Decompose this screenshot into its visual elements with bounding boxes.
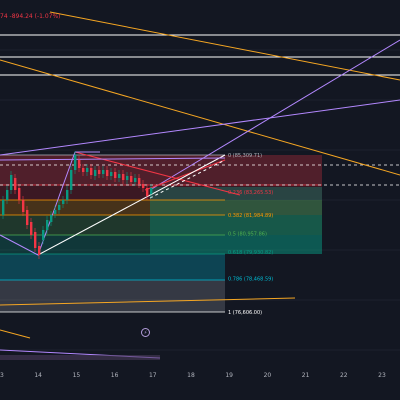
price-change-readout: 74 -894.24 (-1.07%) [0,13,61,20]
candle-body [94,170,97,176]
x-axis-tick: 22 [339,372,348,379]
candle-body [138,178,141,184]
fib-level-label-0.236: 0.236 (83,265.53) [228,190,273,196]
candle-body [118,174,121,178]
candle-body [74,155,77,170]
candlesticks [2,151,153,259]
candle-body [90,168,93,175]
candle-body [150,188,153,194]
x-axis-tick: 15 [72,372,81,379]
candle-body [14,178,17,190]
fib-level-label-0: 0 (85,309.71) [228,153,262,159]
candle-body [134,178,137,182]
x-axis-tick: 19 [225,372,234,379]
candle-body [98,170,101,174]
candle-body [126,176,129,180]
x-axis-tick: 23 [378,372,386,379]
candle-body [86,168,89,172]
horizontal-rays[interactable] [0,34,400,76]
fib-level-label-0.382: 0.382 (81,984.89) [228,213,273,219]
candle-body [22,200,25,212]
fib-zones [0,155,322,312]
fib-level-label-0.5: 0.5 (80,957.86) [228,231,267,237]
candle-body [10,175,13,190]
candle-body [26,210,29,225]
candle-body [146,188,149,196]
candle-body [110,172,113,176]
fib-labels: 0 (85,309.71) 0.236 (83,265.53) 0.382 (81,… [228,153,273,316]
candle-body [30,222,33,235]
candle-body [142,184,145,188]
candle-body [50,215,53,222]
candle-body [102,170,105,174]
candle-body [70,170,73,190]
x-axis-tick: 16 [110,372,119,379]
candle-body [78,160,81,168]
volume-area [0,355,160,360]
candle-body [122,174,125,180]
x-axis-tick: 21 [301,372,310,379]
candle-body [54,210,57,214]
candle-body [6,190,9,200]
fib-level-label-0.618: 0.618 (79,930.82) [228,250,273,256]
candle-body [38,246,41,255]
candle-body [34,232,37,248]
fib-level-label-1: 1 (76,606.00) [228,310,262,316]
fib-level-label-0.786: 0.786 (78,468.59) [228,276,273,282]
long-position-target-zone [150,187,322,254]
candle-body [82,168,85,172]
candle-body [62,200,65,204]
candle-body [114,172,117,178]
candle-body [130,176,133,182]
candle-body [18,188,21,200]
candle-body [106,170,109,176]
alert-icon[interactable]: ⚡ [141,328,150,337]
x-axis-tick: 14 [34,372,43,379]
candle-body [2,200,5,215]
candle-body [42,230,45,240]
candle-body [46,220,49,230]
x-axis-tick: 17 [148,372,157,379]
x-axis-tick: 20 [263,372,272,379]
candle-body [58,205,61,210]
candle-body [66,190,69,200]
x-axis-tick: 13 [0,372,4,379]
x-axis-tick: 18 [187,372,195,379]
